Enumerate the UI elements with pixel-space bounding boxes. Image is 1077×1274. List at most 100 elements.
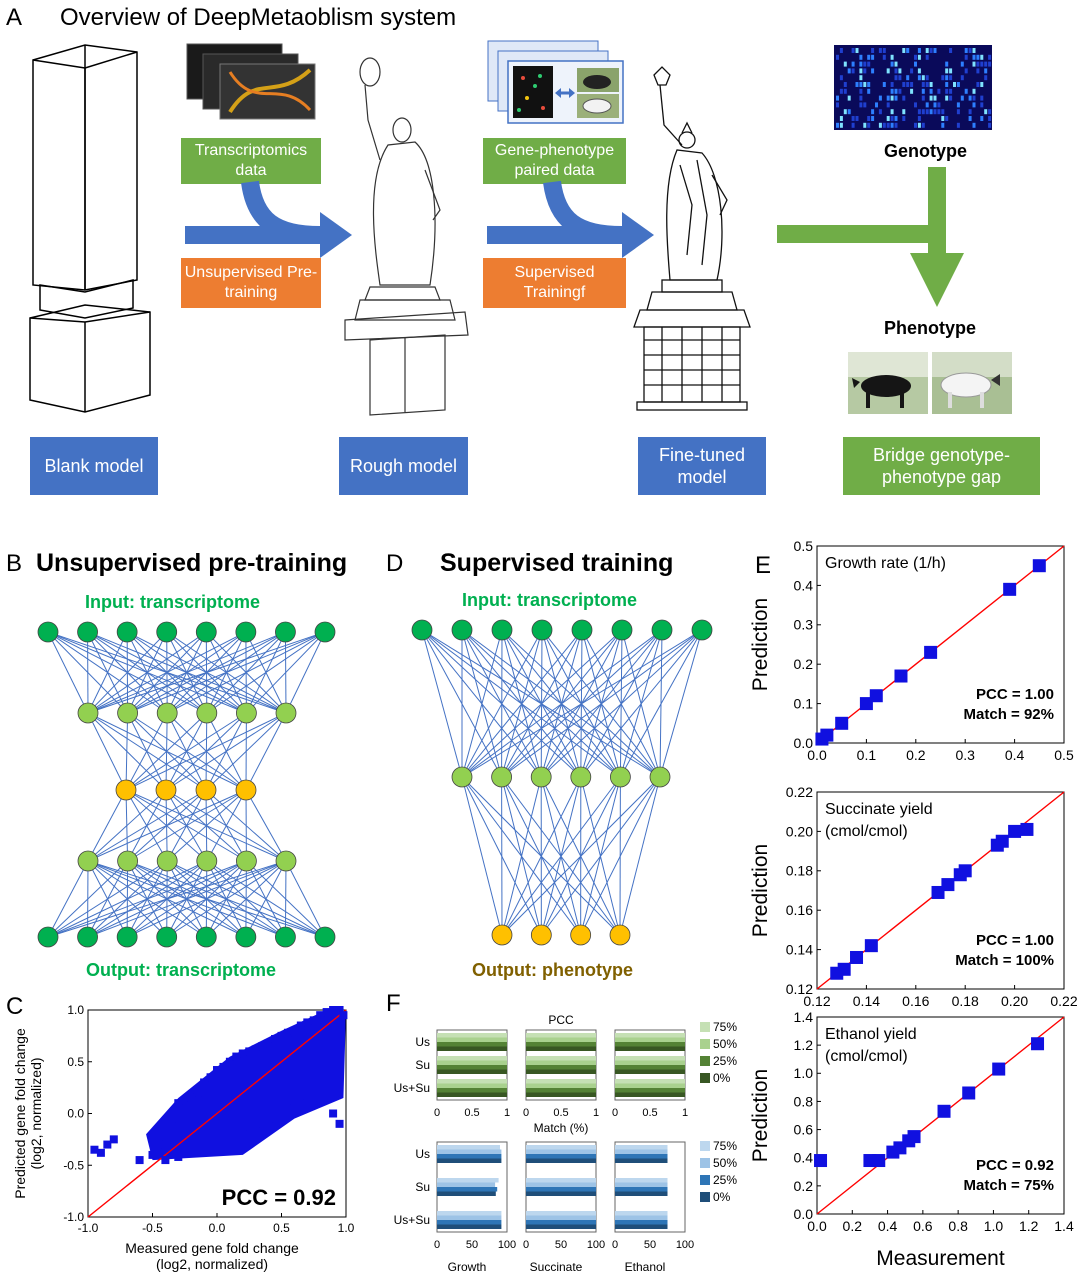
heatmap-cell — [976, 68, 979, 73]
transcriptomics-images — [185, 42, 320, 127]
heatmap-cell — [988, 116, 991, 121]
autoencoder-network — [30, 615, 350, 950]
pcc-annotation: PCC = 0.92 — [976, 1157, 1054, 1174]
data-point — [252, 1120, 260, 1128]
heatmap-cell — [957, 82, 960, 87]
heatmap-cell — [887, 123, 890, 128]
bar — [437, 1070, 507, 1075]
legend-swatch — [700, 1056, 710, 1066]
heatmap-cell — [859, 82, 862, 87]
heatmap-cell — [918, 55, 921, 60]
genotype-heatmap — [834, 45, 994, 135]
network-node — [38, 622, 58, 642]
scatter-charts-e: 0.0 0.1 0.2 0.3 0.4 0.50.00.10.20.30.40.5Grow… — [735, 530, 1077, 1274]
bar — [437, 1187, 497, 1192]
bridge-gap-label: Bridge genotype-phenotype gap — [843, 437, 1040, 495]
network-node — [452, 767, 472, 787]
network-node — [157, 851, 177, 871]
network-node — [452, 620, 472, 640]
x-tick-label: 0.8 — [948, 1218, 968, 1234]
network-edge — [88, 713, 126, 790]
y-tick-label: 0.4 — [794, 1150, 814, 1166]
heatmap-cell — [902, 82, 905, 87]
heatmap-cell — [863, 68, 866, 73]
bar — [615, 1070, 685, 1075]
heatmap-cell — [859, 55, 862, 60]
heatmap-cell — [945, 62, 948, 67]
arrow-1-icon — [180, 180, 355, 260]
heatmap-cell — [883, 82, 886, 87]
heatmap-cell — [879, 96, 882, 101]
heatmap-cell — [980, 102, 983, 107]
y-tick-label: 0.0 — [794, 1206, 814, 1222]
data-point — [908, 1130, 921, 1143]
network-node — [196, 927, 216, 947]
bar — [437, 1178, 499, 1183]
row-label: Us+Su — [394, 1081, 430, 1095]
x-tick-label: 0.4 — [1005, 747, 1025, 763]
heatmap-cell — [895, 123, 898, 128]
heatmap-cell — [973, 89, 976, 94]
network-node — [492, 925, 512, 945]
y-tick-label: 0.20 — [786, 823, 813, 839]
heatmap-cell — [984, 68, 987, 73]
y-tick-label: 0.2 — [794, 1178, 814, 1194]
heatmap-cell — [859, 89, 862, 94]
data-point — [329, 1110, 337, 1118]
bar — [615, 1084, 685, 1089]
bar — [437, 1056, 507, 1061]
y-tick-label: -0.5 — [63, 1158, 84, 1172]
heatmap-cell — [906, 75, 909, 80]
data-point — [850, 951, 863, 964]
heatmap-cell — [945, 89, 948, 94]
rough-model-drawing — [340, 50, 475, 420]
network-node — [157, 927, 177, 947]
heatmap-cell — [852, 62, 855, 67]
heatmap-cell — [941, 116, 944, 121]
network-node — [236, 703, 256, 723]
bar — [437, 1154, 501, 1159]
y-tick-label: 0.16 — [786, 902, 813, 918]
x-tick-label: 0.22 — [1050, 993, 1077, 1009]
x-axis-label: Measured gene fold change — [125, 1240, 299, 1256]
heatmap-cell — [980, 82, 983, 87]
heatmap-cell — [926, 102, 929, 107]
heatmap-cell — [984, 75, 987, 80]
heatmap-cell — [879, 48, 882, 53]
network-node — [531, 767, 551, 787]
panel-b-output-label: Output: transcriptome — [86, 960, 276, 981]
heatmap-cell — [883, 55, 886, 60]
bar-group: 0 50 100 — [434, 1142, 516, 1251]
heatmap-cell — [922, 75, 925, 80]
blank-model-label: Blank model — [30, 437, 158, 495]
bar — [437, 1084, 507, 1089]
heatmap-cell — [852, 68, 855, 73]
chart-title-units: (cmol/cmol) — [825, 823, 908, 840]
heatmap-cell — [879, 109, 882, 114]
x-tick-label: -0.5 — [142, 1221, 163, 1235]
network-node — [117, 927, 137, 947]
bar — [526, 1183, 596, 1188]
heatmap-cell — [988, 123, 991, 128]
heatmap-cell — [840, 75, 843, 80]
match-annotation: Match = 92% — [964, 706, 1054, 723]
panel-b-input-label: Input: transcriptome — [85, 592, 260, 613]
heatmap-cell — [980, 96, 983, 101]
heatmap-cell — [891, 62, 894, 67]
y-tick-label: 0.14 — [786, 942, 813, 958]
data-point — [149, 1151, 157, 1159]
network-node — [236, 851, 256, 871]
x-tick-label: 0.5 — [1054, 747, 1074, 763]
bar — [437, 1216, 501, 1221]
blank-model-drawing — [25, 40, 160, 420]
heatmap-cell — [941, 123, 944, 128]
bar — [526, 1192, 596, 1197]
heatmap-cell — [973, 55, 976, 60]
y-tick-label: 0.2 — [794, 656, 814, 672]
x-tick-label: 0.2 — [906, 747, 926, 763]
heatmap-cell — [859, 96, 862, 101]
panel-letter-b: B — [6, 550, 22, 578]
bar — [526, 1056, 596, 1061]
legend-label: 25% — [713, 1173, 737, 1187]
heatmap-cell — [836, 55, 839, 60]
